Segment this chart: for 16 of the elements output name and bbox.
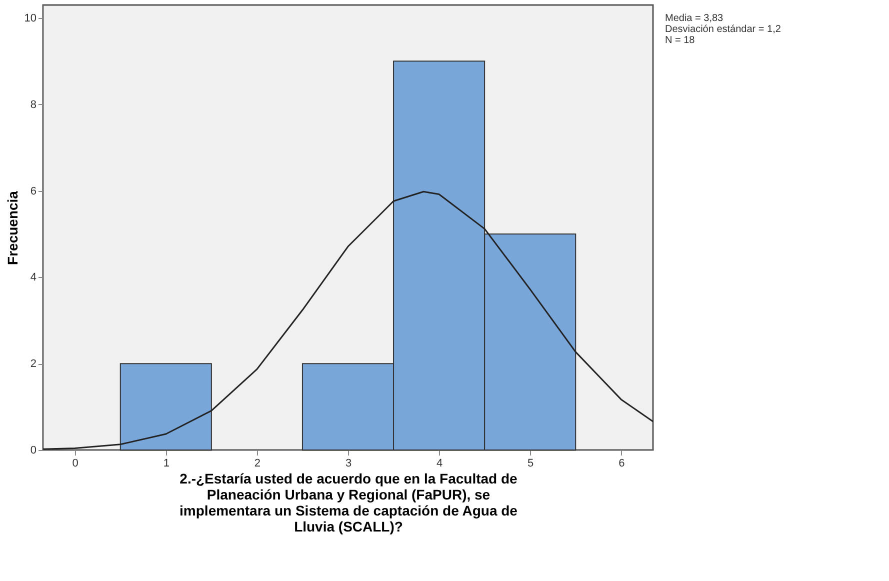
y-tick-label: 2 (30, 358, 36, 370)
x-tick-label: 0 (72, 458, 78, 470)
x-tick-label: 5 (528, 458, 534, 470)
y-tick-label: 0 (30, 444, 36, 456)
y-tick-label: 8 (30, 98, 36, 111)
y-tick-label: 10 (24, 12, 36, 24)
x-tick-label: 3 (345, 458, 352, 470)
x-axis-title: 2.-¿Estaría usted de acuerdo que en la Facultad de Planeación Urbana y Regional (FaPUR), se implementara un Sistema de captación de Agua de Lluvia (SCALL)? (180, 470, 518, 534)
x-tick-label: 1 (163, 458, 170, 470)
x-tick-label: 6 (618, 458, 625, 470)
y-axis-title: Frecuencia (4, 190, 20, 265)
y-tick-label: 4 (30, 272, 36, 284)
y-tick-label: 6 (30, 185, 36, 198)
x-tick-label: 2 (254, 458, 261, 470)
x-tick-label: 4 (436, 458, 443, 470)
text: Media = 3,83 Desviación estándar = 1,2 N = 18 (665, 13, 782, 46)
